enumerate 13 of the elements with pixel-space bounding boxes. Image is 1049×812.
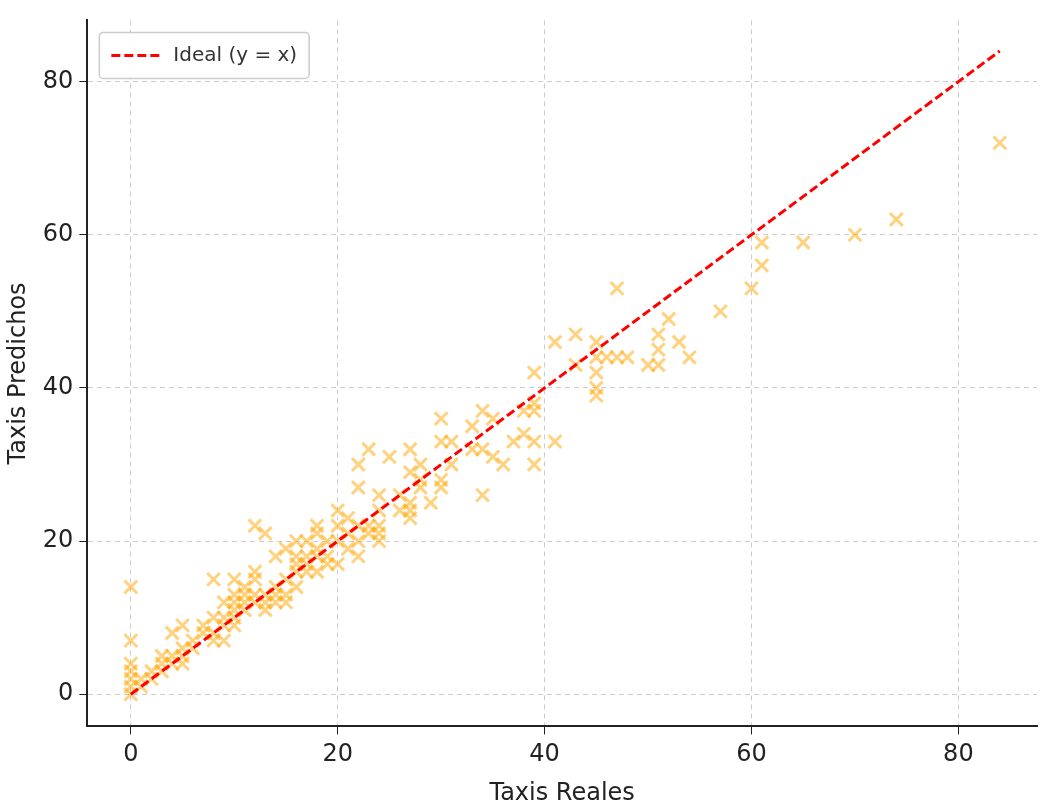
x-tick-label: 20 (322, 739, 353, 768)
y-tick-label: 60 (42, 219, 74, 248)
y-tick-label: 40 (42, 372, 74, 401)
x-tick-label: 60 (736, 739, 767, 768)
x-tick-label: 80 (943, 739, 974, 768)
legend-label: Ideal (y = x) (173, 41, 298, 66)
y-tick-label: 0 (58, 678, 74, 707)
x-axis-title: Taxis Reales (488, 777, 635, 806)
x-tick-label: 0 (123, 739, 139, 768)
y-tick-label: 80 (42, 65, 74, 94)
x-tick-label: 40 (529, 739, 560, 768)
y-axis-title: Taxis Predichos (2, 282, 31, 466)
y-tick-label: 20 (42, 525, 74, 554)
